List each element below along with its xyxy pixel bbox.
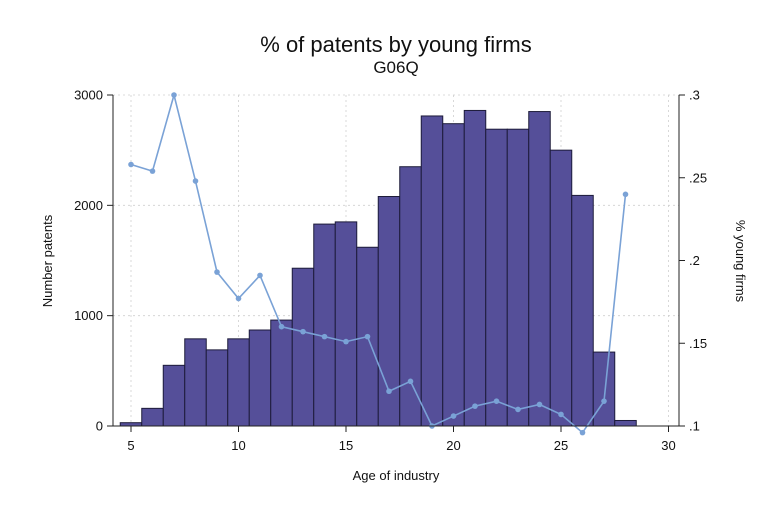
line-point-age-13 (300, 328, 306, 335)
bar-age-6 (141, 407, 164, 427)
line-point-age-16 (364, 333, 371, 340)
chart-title: % of patents by young firms (260, 32, 531, 57)
chart-subtitle: G06Q (373, 58, 418, 77)
y-tick-label: 0 (96, 419, 103, 434)
line-point-age-6 (149, 168, 156, 174)
bar-age-10 (227, 338, 250, 427)
line-point-age-8 (192, 178, 199, 184)
x-tick-label: 20 (446, 438, 460, 453)
line-point-age-26 (579, 429, 586, 436)
axes (107, 94, 685, 432)
bar-age-20 (442, 123, 465, 427)
x-tick-label: 5 (127, 438, 134, 453)
line-point-age-17 (386, 388, 392, 395)
line-point-age-11 (257, 272, 263, 279)
bar-age-7 (162, 364, 186, 427)
line-point-age-22 (493, 398, 500, 404)
bar-age-14 (313, 223, 336, 427)
bar-age-11 (248, 329, 272, 427)
line-point-age-10 (235, 295, 242, 302)
bar-age-27 (592, 351, 616, 427)
tick-labels: 5 10 15 20 25 30 0 1000 2000 3000 .1 .15 .2 .25 .3 (74, 88, 707, 454)
line-point-age-7 (171, 92, 177, 98)
bar-age-18 (399, 166, 422, 427)
bar-age-28 (614, 419, 637, 427)
bar-age-23 (506, 128, 530, 427)
y2-tick-label: .3 (689, 88, 700, 103)
x-tick-label: 25 (554, 438, 568, 453)
bar-series (119, 109, 637, 427)
line-point-age-12 (278, 323, 285, 330)
y-tick-label: 3000 (74, 88, 103, 103)
line-point-age-20 (450, 413, 457, 419)
bar-age-9 (205, 349, 229, 427)
x-axis-title: Age of industry (353, 468, 440, 483)
line-point-age-18 (407, 378, 414, 385)
line-point-age-21 (472, 403, 478, 409)
line-point-age-14 (321, 333, 328, 340)
x-tick-label: 30 (661, 438, 675, 453)
y2-tick-label: .25 (689, 170, 707, 185)
young-firms-line-series (128, 91, 629, 436)
x-tick-label: 15 (339, 438, 353, 453)
bar-age-25 (549, 149, 573, 427)
line-point-age-25 (558, 411, 564, 418)
y2-tick-label: .2 (689, 253, 700, 268)
bar-age-12 (270, 319, 293, 427)
bar-age-15 (334, 221, 358, 427)
line-point-age-5 (128, 161, 134, 168)
y-tick-label: 2000 (74, 198, 103, 213)
line-point-age-27 (601, 398, 607, 404)
bar-age-8 (184, 338, 207, 427)
x-tick-label: 10 (231, 438, 245, 453)
line-point-age-28 (622, 191, 629, 198)
line-point-age-15 (343, 338, 349, 345)
line-point-age-24 (536, 401, 543, 408)
y2-tick-label: .1 (689, 419, 700, 434)
bar-age-21 (463, 109, 487, 427)
line-point-age-9 (214, 269, 220, 275)
line-point-age-23 (515, 406, 521, 413)
young-firms-line (130, 91, 627, 434)
y2-tick-label: .15 (689, 336, 707, 351)
bar-age-22 (485, 128, 508, 427)
bar-age-24 (528, 111, 551, 427)
y2-axis-title: % young firms (733, 220, 748, 303)
y-axis-title: Number patents (40, 214, 55, 307)
bar-age-26 (571, 194, 594, 427)
bar-age-13 (291, 267, 315, 427)
bar-age-19 (420, 115, 444, 427)
y-tick-label: 1000 (74, 308, 103, 323)
